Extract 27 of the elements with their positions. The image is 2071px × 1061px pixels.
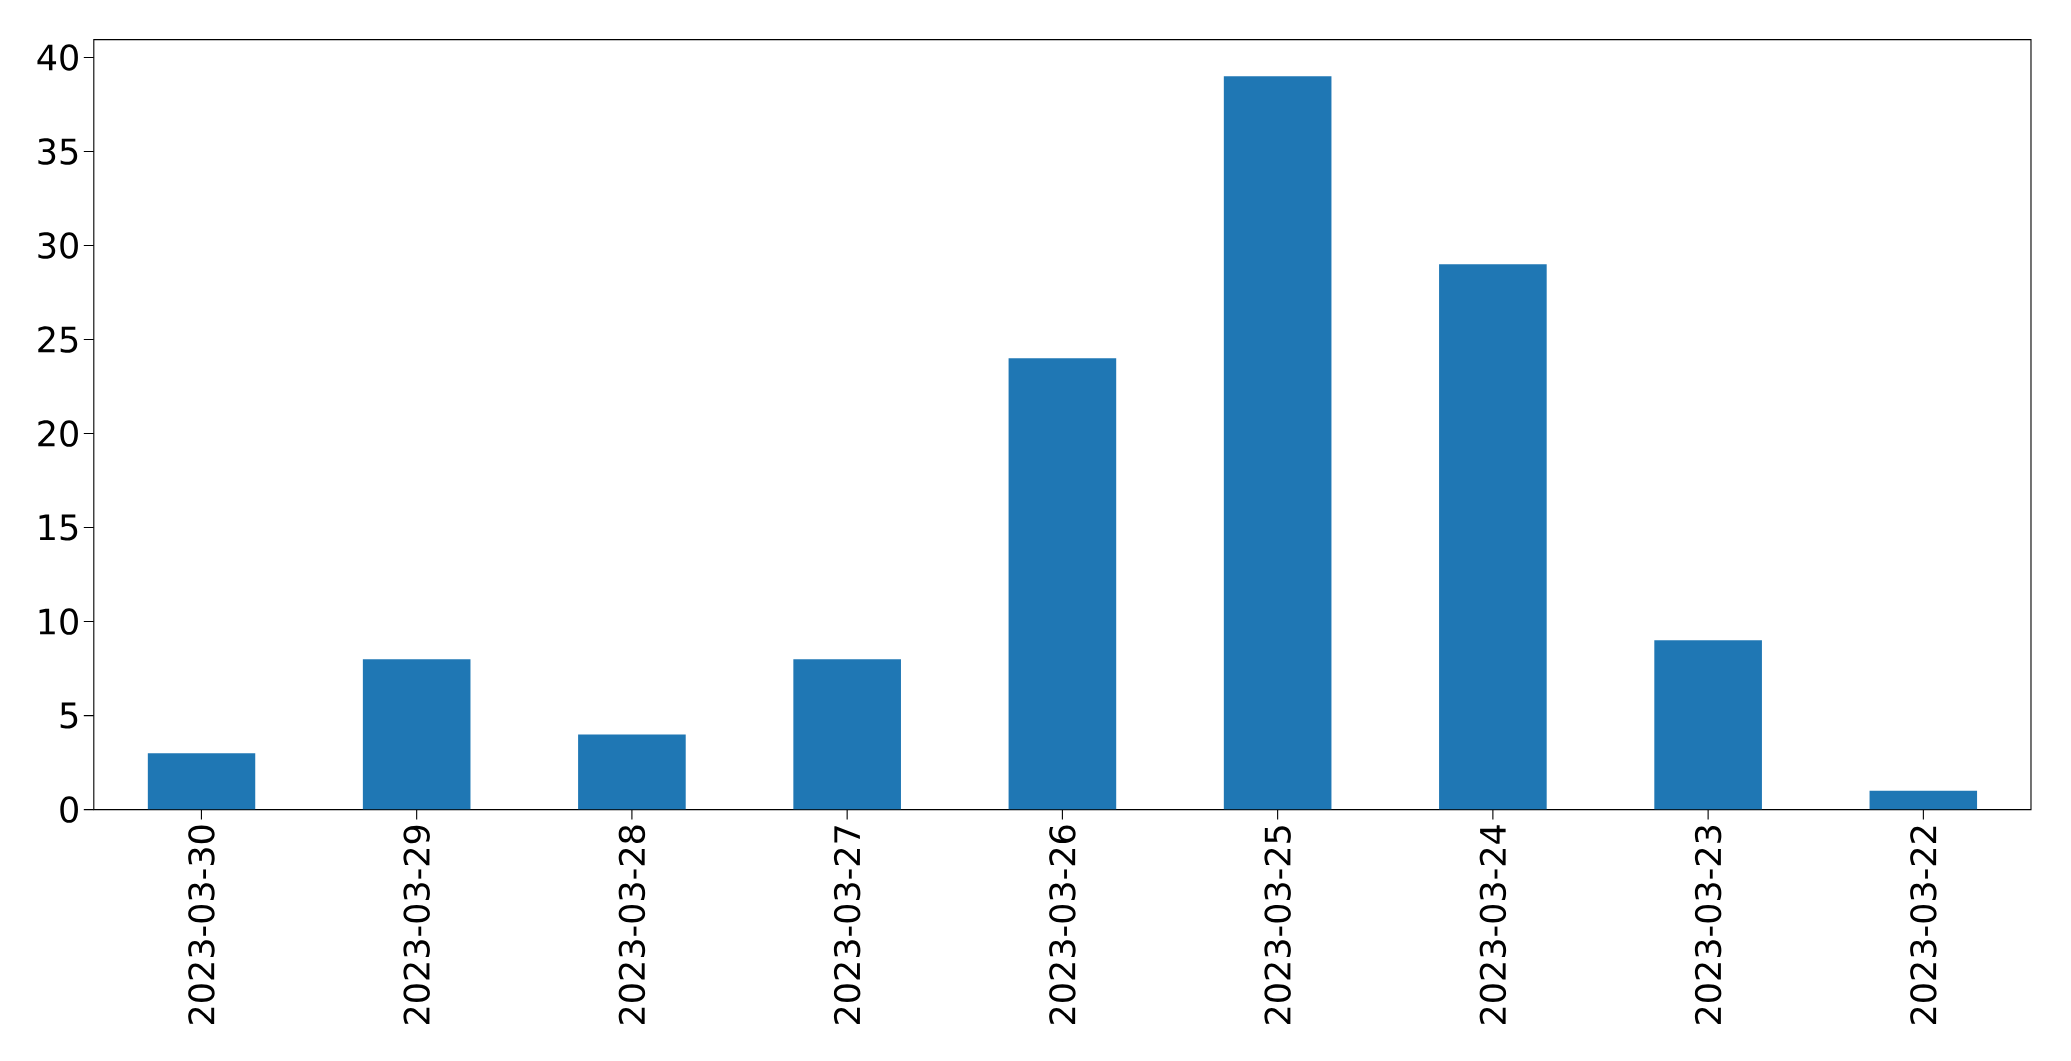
x-tick-label: 2023-03-27 [833,826,861,1024]
bar [1223,76,1332,810]
bar [147,753,256,810]
y-tick-label: 25 [38,326,78,353]
y-tick-label: 5 [60,702,78,729]
bar [362,659,471,810]
y-tick-label: 15 [39,514,78,541]
y-tick-label: 20 [38,420,78,447]
x-tick-label: 2023-03-30 [188,825,215,1024]
x-tick-label: 2023-03-28 [618,825,646,1024]
y-tick-label: 10 [39,608,78,635]
x-tick-label: 2023-03-22 [1910,826,1937,1024]
x-tick-label: 2023-03-25 [1264,826,1291,1024]
bar [578,734,686,810]
x-tick-label: 2023-03-23 [1694,825,1722,1024]
x-tick-label: 2023-03-26 [1049,825,1076,1024]
y-tick-label: 30 [38,232,78,259]
y-tick-label: 35 [38,138,78,165]
x-tick-label: 2023-03-29 [403,825,430,1024]
y-tick-label: 0 [60,796,78,823]
y-tick-label: 40 [37,44,78,71]
bar [1008,358,1117,810]
x-tick-label: 2023-03-24 [1479,825,1507,1024]
bar [793,659,901,810]
bar [1439,264,1547,810]
bar [1869,790,1978,810]
bar [1654,640,1762,810]
